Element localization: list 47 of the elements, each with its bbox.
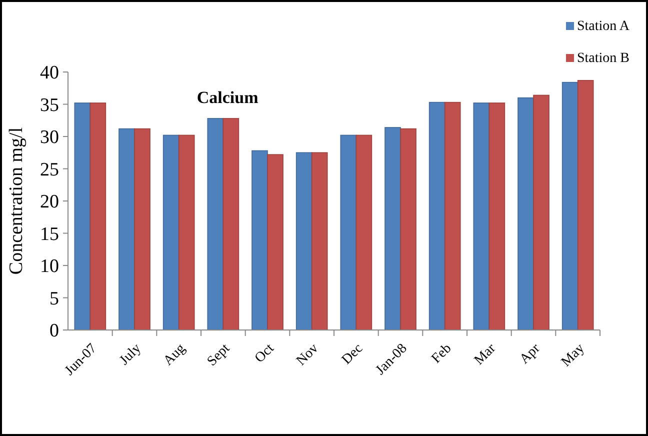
bar: [296, 152, 312, 330]
bar: [400, 128, 416, 330]
x-tick-label: May: [558, 341, 588, 370]
y-tick-label: 10: [40, 256, 59, 278]
y-tick-label: 35: [40, 94, 59, 116]
bar: [488, 102, 506, 330]
x-tick-label: Sept: [204, 341, 233, 370]
legend-label: Station A: [577, 19, 630, 34]
x-tick-label: Mar: [472, 340, 500, 368]
bar: [178, 134, 195, 330]
bar: [340, 134, 357, 330]
y-tick-label: 5: [50, 288, 59, 310]
y-tick-label: 30: [40, 127, 59, 148]
bar: [222, 118, 240, 330]
x-tick-label: Aug: [160, 341, 189, 369]
bar: [207, 118, 224, 330]
bar: [533, 94, 550, 330]
text: Calcium: [196, 88, 258, 107]
x-tick-label: Apr: [517, 340, 544, 368]
y-tick-label: 40: [40, 62, 59, 84]
bar: [384, 127, 401, 330]
bar: [90, 102, 106, 330]
y-tick-label: 15: [40, 224, 59, 245]
bar: [356, 134, 372, 330]
bar: [577, 80, 594, 330]
bar: [267, 154, 284, 330]
bar: [518, 97, 534, 330]
bar: [311, 152, 328, 330]
bar: [118, 128, 135, 330]
x-tick-label: Feb: [429, 341, 455, 367]
bar: [134, 128, 150, 330]
bar: [428, 102, 446, 330]
x-tick-label: Dec: [339, 341, 366, 368]
y-tick-label: 20: [40, 192, 59, 213]
bar: [74, 102, 91, 330]
bar: [162, 134, 180, 330]
bar: [473, 102, 490, 330]
bar: [444, 102, 461, 330]
x-tick-label: Nov: [294, 341, 322, 369]
bar: [562, 82, 578, 330]
x-tick-label: July: [117, 341, 144, 368]
y-axis-title: Concentration mg/l: [6, 127, 27, 275]
bar: [252, 150, 268, 330]
y-tick-label: 0: [50, 320, 59, 342]
legend-label: Station B: [577, 51, 630, 66]
x-tick-label: Oct: [252, 341, 278, 366]
y-tick-label: 25: [40, 159, 59, 180]
